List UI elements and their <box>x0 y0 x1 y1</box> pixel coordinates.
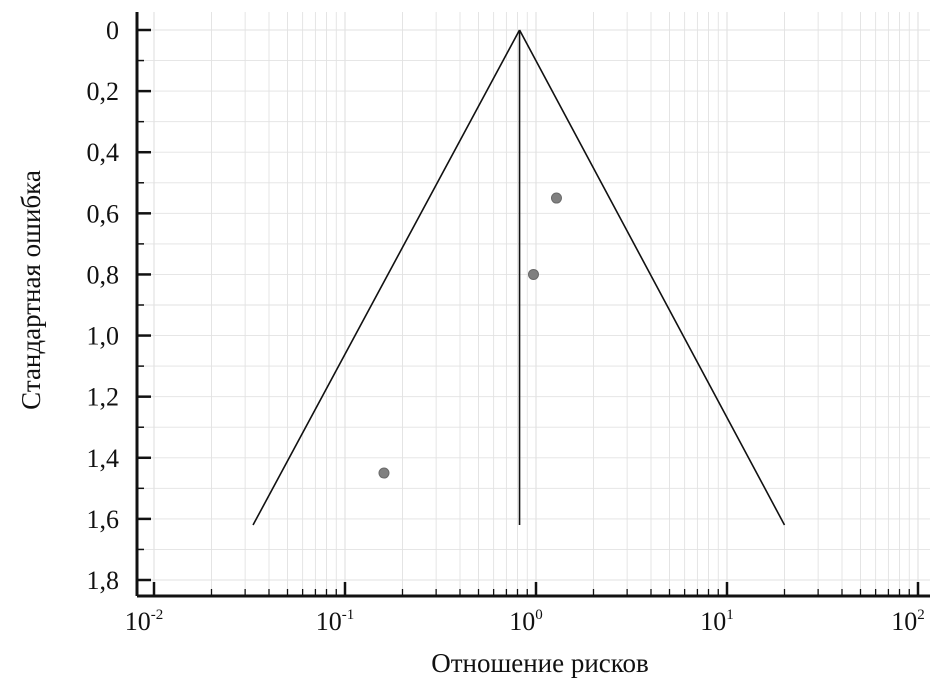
y-tick-label: 0,4 <box>87 138 120 167</box>
x-tick-label: 10-2 <box>125 607 164 636</box>
x-tick-label: 102 <box>891 607 925 636</box>
study-point <box>527 268 539 280</box>
y-tick-label: 1,0 <box>87 322 120 351</box>
y-axis-title: Стандартная ошибка <box>16 170 46 410</box>
y-tick-label: 1,6 <box>87 505 120 534</box>
funnel-left-line <box>252 29 521 526</box>
y-tick-label: 1,4 <box>87 444 120 473</box>
y-tick-label: 0,6 <box>87 199 120 228</box>
y-tick-label: 0,2 <box>87 77 120 106</box>
x-tick-label: 10-1 <box>316 607 355 636</box>
funnel-lines <box>252 29 786 526</box>
y-tick-label: 1,2 <box>87 383 120 412</box>
x-tick-label: 101 <box>700 607 734 636</box>
y-tick-label: 0 <box>106 16 119 45</box>
study-point <box>550 192 562 204</box>
x-axis-title: Отношение рисков <box>431 648 649 678</box>
study-point <box>378 467 390 479</box>
axes <box>135 12 930 598</box>
y-tick-label: 1,8 <box>87 566 120 595</box>
tick-labels: 0 0,2 0,4 0,6 0,8 1,0 1,2 1,4 1,6 1,810-2 10-1 100 1… <box>87 16 925 636</box>
y-tick-label: 0,8 <box>87 260 120 289</box>
x-tick-label: 100 <box>509 607 543 636</box>
funnel-right-line <box>518 29 786 526</box>
grid-lines <box>137 12 930 592</box>
data-points <box>378 192 562 479</box>
